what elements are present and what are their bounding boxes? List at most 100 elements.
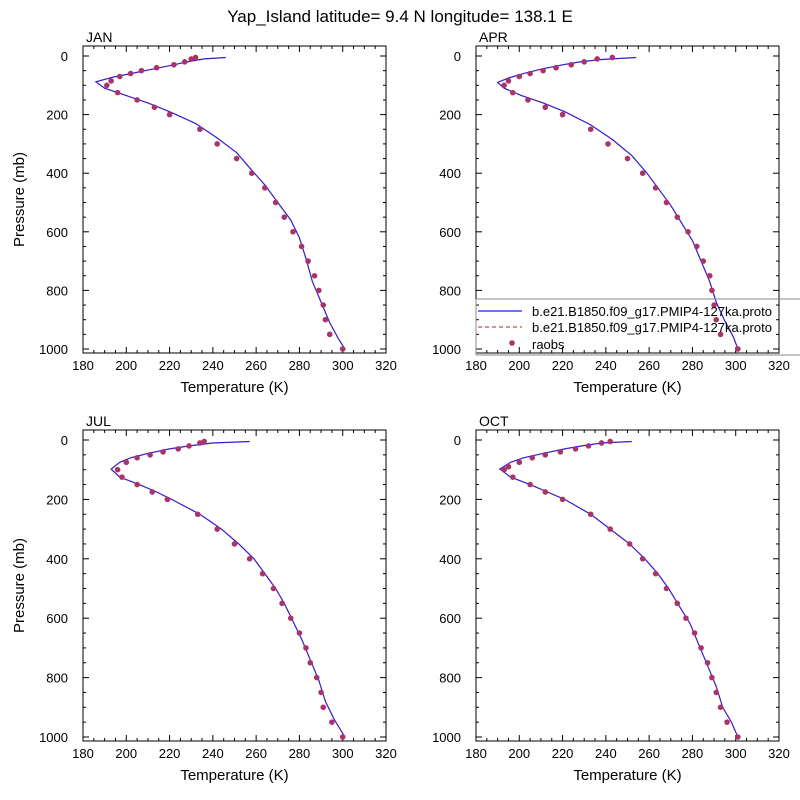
raobs-marker <box>322 316 329 323</box>
raobs-marker <box>194 511 201 518</box>
raobs-marker <box>320 704 327 711</box>
x-tick-label: 320 <box>375 746 397 761</box>
raobs-marker <box>313 674 320 681</box>
legend-label: raobs <box>532 337 565 352</box>
x-tick-label: 220 <box>159 746 181 761</box>
raobs-marker <box>339 734 346 740</box>
x-tick-label: 240 <box>202 746 224 761</box>
raobs-marker <box>214 526 220 532</box>
raobs-marker <box>505 78 512 84</box>
raobs-marker <box>713 689 720 696</box>
raobs-marker <box>501 82 507 89</box>
raobs-marker <box>693 243 700 250</box>
raobs-marker <box>181 59 188 65</box>
raobs-marker <box>559 496 566 503</box>
raobs-marker <box>134 97 140 103</box>
raobs-marker <box>568 61 575 68</box>
x-tick-label: 320 <box>768 358 790 373</box>
model-dashed-line <box>498 441 739 738</box>
x-tick-label: 280 <box>682 358 704 373</box>
raobs-marker <box>134 481 140 488</box>
y-tick-label: 400 <box>46 166 68 181</box>
raobs-marker <box>316 287 322 294</box>
raobs-marker <box>585 443 592 449</box>
raobs-marker <box>197 126 203 133</box>
raobs-marker <box>685 229 691 235</box>
panel-apr: APR 180 200 220 240 260 280 300 320 0 200 400 600 800… <box>432 29 790 396</box>
raobs-marker <box>149 489 156 495</box>
x-tick-label: 220 <box>159 358 181 373</box>
raobs-marker <box>607 438 613 445</box>
x-tick-label: 200 <box>115 358 137 373</box>
raobs-marker <box>706 272 713 279</box>
raobs-marker <box>270 585 277 592</box>
raobs-marker <box>639 556 646 562</box>
raobs-marker <box>607 526 613 532</box>
raobs-marker <box>735 734 741 740</box>
raobs-marker <box>171 61 177 68</box>
raobs-marker <box>305 258 311 264</box>
raobs-marker <box>624 155 631 162</box>
legend-label: b.e21.B1850.f09_g17.PMIP4-127ka.proto <box>532 304 772 319</box>
raobs-marker <box>303 645 309 651</box>
raobs-marker <box>279 600 285 607</box>
raobs-marker <box>272 199 279 206</box>
raobs-marker <box>501 466 507 473</box>
panel-oct: OCT 180 200 220 240 260 280 300 320 0 200 400 600 800… <box>432 413 790 784</box>
y-tick-label: 200 <box>46 108 68 123</box>
model-solid-line <box>498 440 739 738</box>
raobs-marker <box>605 141 611 147</box>
x-tick-label: 260 <box>638 358 660 373</box>
model-solid-line <box>110 440 346 738</box>
raobs-marker <box>557 449 564 455</box>
raobs-marker <box>164 496 171 503</box>
panel-label: JAN <box>86 29 112 45</box>
y-tick-label: 1000 <box>432 342 461 357</box>
x-tick-label: 300 <box>332 358 354 373</box>
raobs-marker <box>214 141 220 147</box>
x-tick-label: 180 <box>465 746 487 761</box>
raobs-marker <box>559 111 566 118</box>
x-tick-label: 320 <box>768 746 790 761</box>
raobs-marker <box>108 78 114 84</box>
raobs-marker <box>188 56 195 62</box>
panel-label: OCT <box>479 413 509 429</box>
raobs-marker <box>683 615 689 621</box>
panel-label: JUL <box>86 413 111 429</box>
raobs-marker <box>674 214 681 220</box>
x-axis-label: Temperature (K) <box>180 379 288 396</box>
raobs-marker <box>329 719 335 725</box>
x-tick-label: 220 <box>552 746 574 761</box>
raobs-marker <box>626 541 633 547</box>
model-dashed-line <box>110 441 346 738</box>
x-tick-label: 280 <box>289 746 311 761</box>
raobs-marker <box>192 54 199 61</box>
y-tick-label: 200 <box>439 108 461 123</box>
raobs-marker <box>249 170 255 176</box>
y-tick-label: 0 <box>454 49 461 64</box>
raobs-marker <box>197 440 203 446</box>
raobs-marker <box>296 630 303 636</box>
legend-marker <box>509 340 515 346</box>
y-tick-label: 800 <box>439 671 461 686</box>
raobs-marker <box>114 89 121 96</box>
raobs-marker <box>287 615 294 621</box>
y-tick-label: 0 <box>61 49 68 64</box>
raobs-marker <box>542 452 549 458</box>
raobs-marker <box>663 199 670 206</box>
raobs-marker <box>290 229 296 235</box>
panel-label: APR <box>479 29 508 45</box>
x-tick-label: 180 <box>72 358 94 373</box>
y-tick-label: 600 <box>46 225 68 240</box>
raobs-marker <box>713 316 720 323</box>
legend: b.e21.B1850.f09_g17.PMIP4-127ka.protob.e… <box>475 298 800 356</box>
x-tick-label: 320 <box>375 358 397 373</box>
raobs-marker <box>587 126 594 133</box>
raobs-marker <box>119 474 125 480</box>
x-tick-label: 300 <box>725 746 747 761</box>
x-axis-label: Temperature (K) <box>573 767 681 784</box>
x-tick-label: 180 <box>72 746 94 761</box>
raobs-marker <box>652 570 659 577</box>
plot-frame <box>475 429 780 742</box>
raobs-marker <box>201 438 207 445</box>
